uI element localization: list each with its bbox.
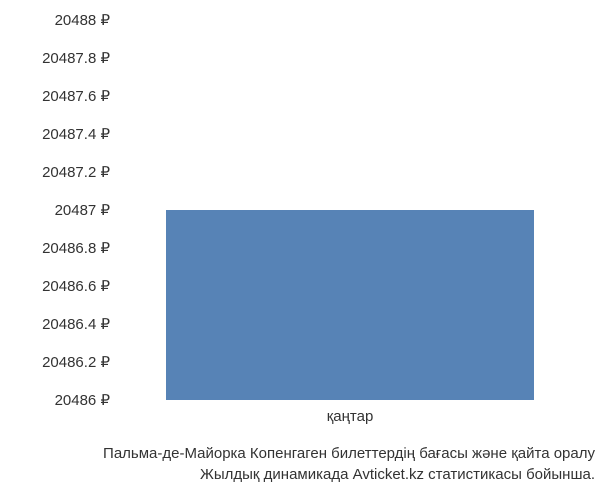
y-tick-label: 20486.6 ₽	[42, 277, 110, 295]
plot-area: қаңтар	[120, 20, 580, 400]
x-tick-label: қаңтар	[327, 408, 374, 425]
y-tick-label: 20486 ₽	[55, 391, 110, 409]
caption: Пальма-де-Майорка Копенгаген билеттердің…	[103, 443, 595, 485]
y-tick-label: 20486.4 ₽	[42, 315, 110, 333]
y-tick-label: 20487.2 ₽	[42, 163, 110, 181]
y-tick-label: 20488 ₽	[55, 11, 110, 29]
y-axis-labels: 20488 ₽20487.8 ₽20487.6 ₽20487.4 ₽20487.…	[0, 20, 115, 400]
y-tick-label: 20486.2 ₽	[42, 353, 110, 371]
caption-line-1: Пальма-де-Майорка Копенгаген билеттердің…	[103, 443, 595, 464]
chart-container: 20488 ₽ 20487.8 ₽ 20487.6 ₽ 20487.4 ₽ 20487.…	[0, 0, 600, 500]
y-tick-label: 20487.4 ₽	[42, 125, 110, 143]
caption-line-2: Жылдық динамикада Avticket.kz статистика…	[103, 464, 595, 485]
y-tick-label: 20486.8 ₽	[42, 239, 110, 257]
y-tick-label: 20487.8 ₽	[42, 49, 110, 67]
bar	[166, 210, 534, 400]
y-tick-label: 20487.6 ₽	[42, 87, 110, 105]
y-tick-label: 20487 ₽	[55, 201, 110, 219]
